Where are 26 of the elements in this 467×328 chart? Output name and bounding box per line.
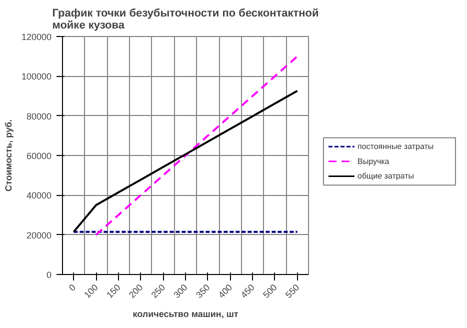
y-tick-label: 120000 <box>21 32 52 42</box>
y-tick-label: 20000 <box>26 230 52 240</box>
legend-label: Выручка <box>358 156 390 166</box>
y-tick-label: 80000 <box>26 111 52 122</box>
x-tick-label: 200 <box>126 282 145 300</box>
x-axis-title: количесьтво машин, шт <box>132 309 239 320</box>
chart-title: График точки безубыточности по бесконтактной мойке кузова <box>52 8 319 32</box>
line-series <box>72 90 298 233</box>
y-tick-label: 0 <box>46 270 52 280</box>
line-series <box>95 55 298 236</box>
x-tick-label: 0 <box>66 282 78 293</box>
x-tick-label: 300 <box>172 282 190 300</box>
x-tick-label: 350 <box>194 282 212 300</box>
x-tick-label: 150 <box>104 282 122 300</box>
x-tick-label: 550 <box>284 282 302 300</box>
legend-label: общие затраты <box>358 172 414 181</box>
x-tick-label: 400 <box>216 282 234 300</box>
y-axis-title: Стоимость, руб. <box>3 119 14 192</box>
x-tick-label: 250 <box>149 282 168 300</box>
x-tick-label: 100 <box>82 282 100 300</box>
y-tick-label: 60000 <box>26 151 52 161</box>
y-tick-label: 100000 <box>21 72 52 82</box>
x-tick-label: 450 <box>238 282 256 300</box>
y-tick-label: 40000 <box>26 190 52 201</box>
x-tick-label: 500 <box>261 282 279 300</box>
legend-label: постоянные затраты <box>358 142 434 152</box>
